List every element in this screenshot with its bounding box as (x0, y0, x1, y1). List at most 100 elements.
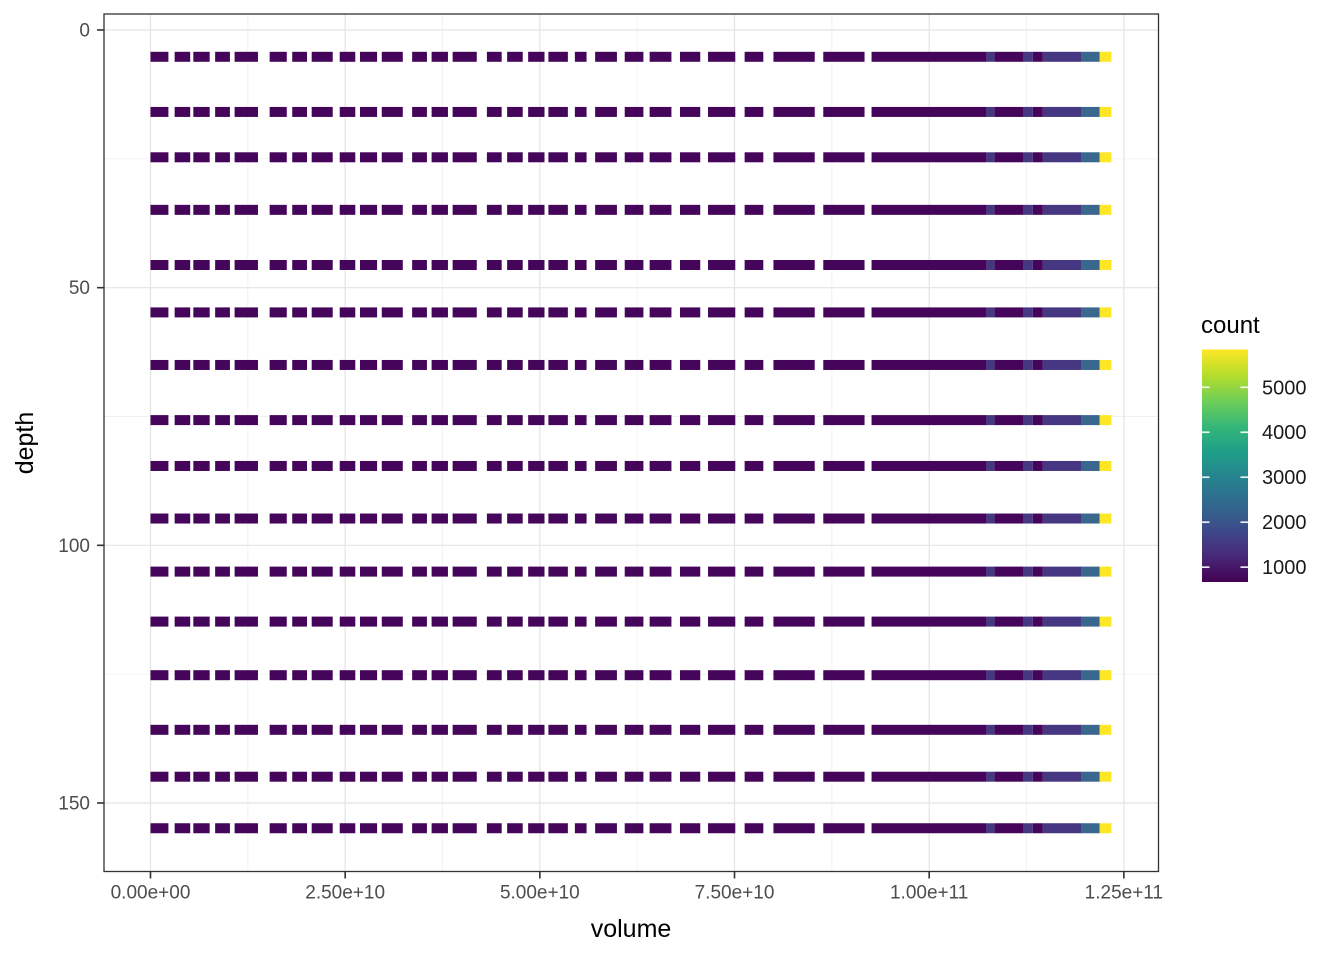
tile-segment (311, 152, 333, 163)
tile-segment (269, 566, 287, 577)
axis-ticks (97, 29, 1125, 879)
tile-segment (359, 566, 378, 577)
tile-segment (412, 152, 427, 163)
tile-segment (412, 616, 427, 627)
tile-segment (1099, 724, 1112, 735)
tile-segment (528, 566, 545, 577)
tile-segment (708, 670, 736, 681)
tile-segment (649, 51, 672, 62)
tile-segment (624, 823, 644, 834)
tile-segment (486, 204, 502, 215)
tile-segment (1032, 566, 1043, 577)
tile-segment (1099, 106, 1112, 117)
tile-segment (1042, 307, 1082, 318)
tile-segment (292, 460, 308, 471)
tile-segment (708, 566, 736, 577)
tile-segment (431, 724, 448, 735)
tile-segment (486, 259, 502, 270)
tile-segment (574, 771, 587, 782)
tile-segment (269, 415, 287, 426)
tile-segment (528, 152, 545, 163)
tile-segment (486, 307, 502, 318)
tile-segment (486, 616, 502, 627)
tile-segment (1042, 106, 1082, 117)
tile-row (150, 566, 1112, 577)
tile-segment (994, 204, 1024, 215)
tile-segment (452, 616, 477, 627)
tile-segment (1099, 566, 1112, 577)
tile-row (150, 204, 1112, 215)
tile-segment (871, 51, 987, 62)
tile-segment (234, 204, 258, 215)
tile-segment (311, 771, 333, 782)
tile-segment (431, 204, 448, 215)
tile-segment (381, 415, 403, 426)
tile-segment (823, 106, 865, 117)
tile-segment (1023, 152, 1033, 163)
tile-segment (234, 823, 258, 834)
tile-segment (412, 106, 427, 117)
tile-segment (708, 724, 736, 735)
tile-segment (486, 513, 502, 524)
tile-segment (1099, 771, 1112, 782)
tile-segment (339, 513, 356, 524)
tile-segment (292, 513, 308, 524)
tile-segment (649, 307, 672, 318)
tile-segment (871, 259, 987, 270)
tile-segment (548, 51, 568, 62)
tile-segment (708, 106, 736, 117)
tile-segment (215, 204, 230, 215)
tile-segment (708, 259, 736, 270)
tile-segment (680, 259, 701, 270)
tile-row (150, 670, 1112, 681)
tile-segment (269, 106, 287, 117)
tile-segment (649, 513, 672, 524)
tile-segment (1032, 460, 1043, 471)
tile-segment (174, 51, 191, 62)
tile-segment (234, 513, 258, 524)
tile-segment (507, 259, 523, 270)
tile-segment (548, 771, 568, 782)
tile-segment (174, 724, 191, 735)
tile-segment (193, 204, 210, 215)
tile-segment (486, 823, 502, 834)
tile-segment (412, 823, 427, 834)
tile-segment (1081, 259, 1100, 270)
tile-segment (823, 616, 865, 627)
tile-segment (1081, 566, 1100, 577)
tile-segment (624, 566, 644, 577)
tile-segment (150, 670, 169, 681)
tile-segment (528, 513, 545, 524)
tile-segment (744, 566, 764, 577)
tile-segment (269, 724, 287, 735)
tile-segment (624, 307, 644, 318)
tile-segment (507, 415, 523, 426)
tile-segment (234, 259, 258, 270)
tile-segment (994, 415, 1024, 426)
tile-segment (823, 152, 865, 163)
tile-segment (193, 771, 210, 782)
tile-segment (412, 259, 427, 270)
tile-segment (548, 359, 568, 370)
tile-segment (574, 823, 587, 834)
tile-segment (871, 670, 987, 681)
tile-segment (595, 51, 617, 62)
tile-segment (234, 566, 258, 577)
tile-segment (292, 566, 308, 577)
tile-segment (1032, 415, 1043, 426)
tile-segment (1042, 204, 1082, 215)
tile-segment (174, 259, 191, 270)
tile-segment (381, 771, 403, 782)
tile-segment (1081, 670, 1100, 681)
tile-segment (708, 359, 736, 370)
tile-segment (507, 616, 523, 627)
tile-segment (1081, 771, 1100, 782)
tile-segment (452, 724, 477, 735)
tile-segment (1081, 415, 1100, 426)
tile-segment (452, 51, 477, 62)
tile-row (150, 616, 1112, 627)
tile-segment (574, 670, 587, 681)
tile-segment (452, 359, 477, 370)
tile-segment (234, 670, 258, 681)
tile-segment (595, 204, 617, 215)
